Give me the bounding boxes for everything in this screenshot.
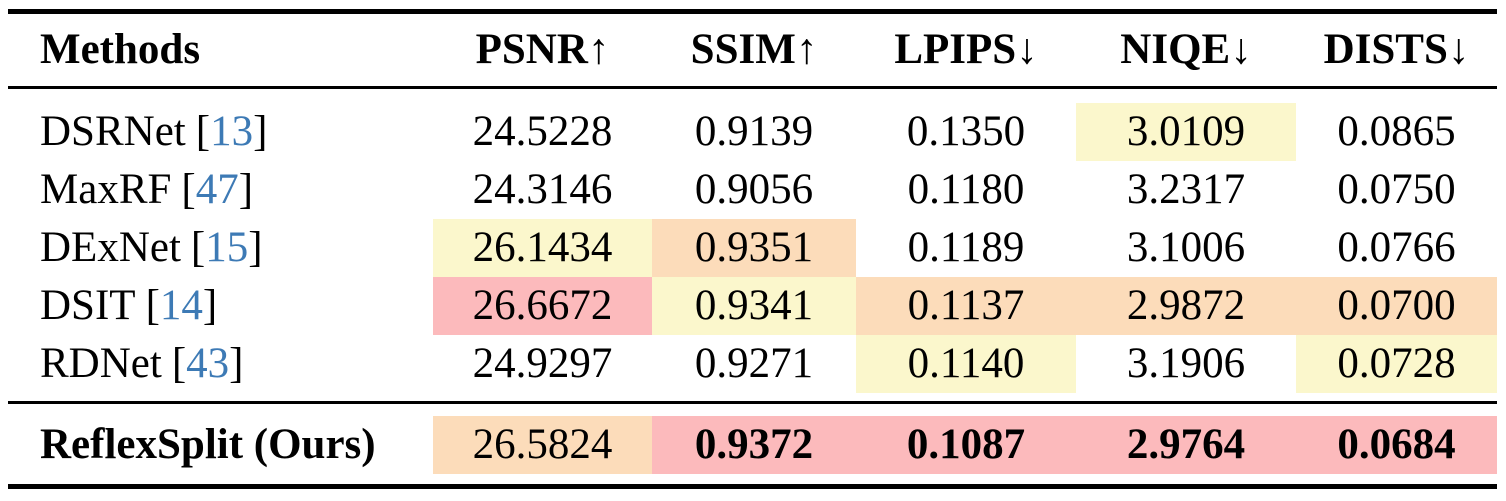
bracket-close: ] bbox=[229, 340, 244, 387]
citation: [14] bbox=[146, 282, 218, 329]
method-cell: DSIT [14] bbox=[8, 277, 433, 335]
ssim-value: 0.9372 bbox=[652, 416, 856, 474]
psnr-value: 24.9297 bbox=[472, 340, 613, 387]
method-name: MaxRF bbox=[40, 166, 172, 213]
dists-value: 0.0766 bbox=[1337, 224, 1456, 271]
bracket-close: ] bbox=[248, 224, 263, 271]
dists-value: 0.0684 bbox=[1296, 416, 1497, 474]
ours-row: ReflexSplit (Ours) 26.5824 0.9372 0.1087… bbox=[8, 404, 1497, 484]
bracket-open: [ bbox=[145, 282, 160, 329]
psnr-value: 24.5228 bbox=[472, 108, 613, 155]
header-ssim: SSIM↑ bbox=[690, 26, 818, 73]
citation-number[interactable]: 13 bbox=[210, 108, 254, 155]
niqe-value: 3.1006 bbox=[1126, 224, 1246, 271]
ssim-value: 0.9139 bbox=[694, 108, 814, 155]
citation: [43] bbox=[172, 340, 244, 387]
dists-value: 0.0700 bbox=[1296, 277, 1497, 335]
method-cell: ReflexSplit (Ours) bbox=[40, 421, 376, 468]
lpips-value: 0.1350 bbox=[906, 108, 1026, 155]
bracket-close: ] bbox=[253, 108, 268, 155]
table-row: DExNet [15] 26.1434 0.9351 0.1189 3.1006 … bbox=[8, 219, 1497, 277]
ssim-value: 0.9341 bbox=[652, 277, 856, 335]
header-niqe: NIQE↓ bbox=[1120, 26, 1252, 73]
table-row: DSRNet [13] 24.5228 0.9139 0.1350 3.0109 … bbox=[8, 103, 1497, 161]
method-cell: MaxRF [47] bbox=[8, 161, 433, 219]
method-name: DSRNet bbox=[40, 108, 186, 155]
niqe-value: 3.2317 bbox=[1126, 166, 1246, 213]
psnr-value: 24.3146 bbox=[472, 166, 613, 213]
method-cell: DSRNet [13] bbox=[8, 103, 433, 161]
lpips-value: 0.1087 bbox=[856, 416, 1076, 474]
dists-value: 0.0865 bbox=[1337, 108, 1456, 155]
citation: [13] bbox=[196, 108, 268, 155]
citation-number[interactable]: 43 bbox=[186, 340, 230, 387]
table-row: MaxRF [47] 24.3146 0.9056 0.1180 3.2317 0… bbox=[8, 161, 1497, 219]
bracket-open: [ bbox=[171, 340, 187, 387]
bracket-open: [ bbox=[190, 224, 206, 271]
lpips-value: 0.1189 bbox=[907, 224, 1025, 271]
table-top-rule bbox=[8, 9, 1497, 14]
table-header-row: Methods PSNR↑ SSIM↑ LPIPS↓ NIQE↓ DISTS↓ bbox=[8, 14, 1497, 86]
psnr-value: 26.1434 bbox=[433, 219, 652, 277]
dists-value: 0.0728 bbox=[1296, 335, 1497, 393]
ssim-value: 0.9271 bbox=[694, 340, 814, 387]
lpips-value: 0.1137 bbox=[856, 277, 1076, 335]
citation: [15] bbox=[191, 224, 263, 271]
method-name: RDNet bbox=[40, 340, 162, 387]
niqe-value: 3.1906 bbox=[1126, 340, 1246, 387]
method-cell: DExNet [15] bbox=[8, 219, 433, 277]
ours-separator-rule bbox=[8, 401, 1497, 404]
lpips-value: 0.1140 bbox=[856, 335, 1076, 393]
ssim-value: 0.9351 bbox=[652, 219, 856, 277]
header-lpips: LPIPS↓ bbox=[894, 26, 1038, 73]
table-row: RDNet [43] 24.9297 0.9271 0.1140 3.1906 0… bbox=[8, 335, 1497, 393]
citation-number[interactable]: 47 bbox=[195, 166, 239, 213]
bracket-open: [ bbox=[195, 108, 211, 155]
lpips-value: 0.1180 bbox=[907, 166, 1025, 213]
citation-number[interactable]: 14 bbox=[159, 282, 203, 329]
niqe-value: 3.0109 bbox=[1076, 103, 1296, 161]
header-psnr: PSNR↑ bbox=[475, 26, 610, 73]
method-name: DSIT bbox=[40, 282, 136, 329]
spacer bbox=[8, 393, 1497, 401]
bracket-open: [ bbox=[181, 166, 196, 213]
spacer bbox=[8, 89, 1497, 103]
method-cell: RDNet [43] bbox=[8, 335, 433, 393]
table-bottom-rule bbox=[8, 484, 1497, 489]
citation: [47] bbox=[181, 166, 253, 213]
niqe-value: 2.9872 bbox=[1076, 277, 1296, 335]
psnr-value: 26.6672 bbox=[433, 277, 652, 335]
method-name: DExNet bbox=[40, 224, 181, 271]
citation-number[interactable]: 15 bbox=[205, 224, 249, 271]
header-methods: Methods bbox=[40, 26, 201, 73]
psnr-value: 26.5824 bbox=[433, 416, 652, 474]
header-separator-rule bbox=[8, 86, 1497, 89]
bracket-close: ] bbox=[202, 282, 218, 329]
niqe-value: 2.9764 bbox=[1076, 416, 1296, 474]
dists-value: 0.0750 bbox=[1337, 166, 1456, 213]
table-row: DSIT [14] 26.6672 0.9341 0.1137 2.9872 0.… bbox=[8, 277, 1497, 335]
ssim-value: 0.9056 bbox=[694, 166, 814, 213]
results-table: Methods PSNR↑ SSIM↑ LPIPS↓ NIQE↓ DISTS↓ … bbox=[8, 9, 1497, 489]
bracket-close: ] bbox=[238, 166, 254, 213]
header-dists: DISTS↓ bbox=[1323, 26, 1470, 73]
